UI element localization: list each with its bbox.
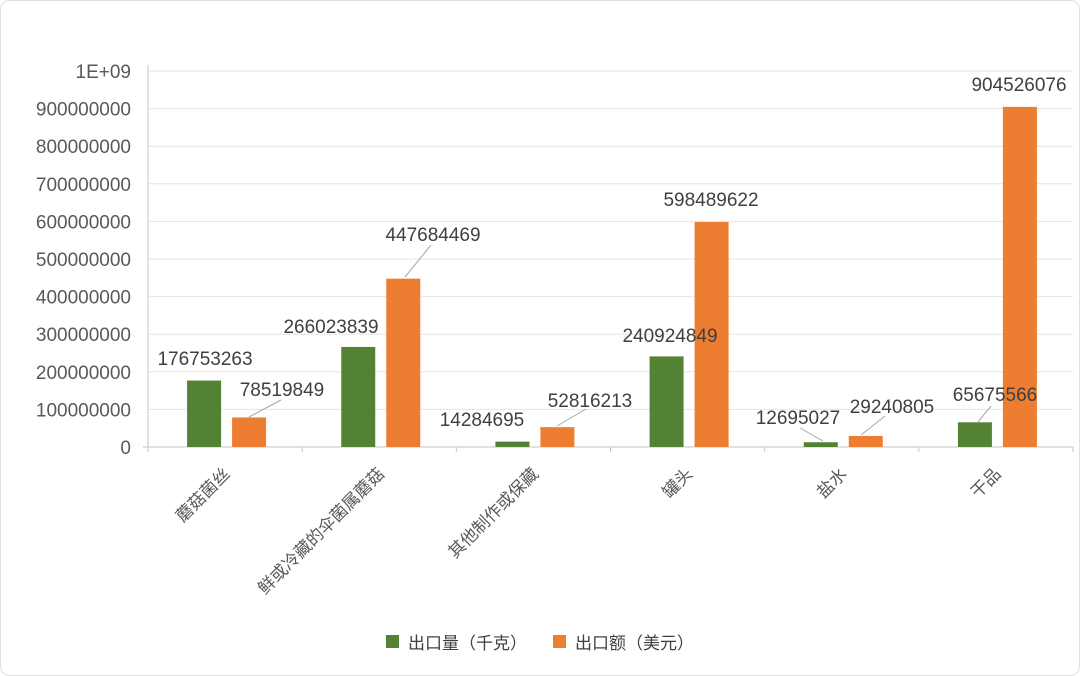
data-label: 65675566 bbox=[953, 385, 1038, 406]
leader-line bbox=[799, 427, 824, 442]
legend: 出口量（千克） 出口额（美元） bbox=[1, 629, 1079, 654]
y-tick-label: 800000000 bbox=[36, 137, 131, 158]
data-label: 904526076 bbox=[971, 75, 1066, 96]
data-label: 12695027 bbox=[756, 408, 841, 429]
y-tick-label: 600000000 bbox=[36, 212, 131, 233]
leader-line bbox=[404, 244, 432, 278]
bar-series1-cat1 bbox=[386, 278, 421, 447]
legend-item-export-value: 出口额（美元） bbox=[553, 629, 694, 654]
bar-series1-cat0 bbox=[232, 417, 267, 447]
bar-series0-cat4 bbox=[803, 442, 838, 447]
data-label: 447684469 bbox=[385, 225, 480, 246]
legend-item-export-quantity: 出口量（千克） bbox=[386, 629, 527, 654]
bar-series0-cat2 bbox=[495, 441, 530, 447]
legend-label-value: 出口额（美元） bbox=[575, 634, 694, 653]
bar-series1-cat5 bbox=[1002, 106, 1037, 447]
data-label: 78519849 bbox=[240, 380, 325, 401]
bar-series0-cat3 bbox=[649, 356, 684, 447]
data-label: 240924849 bbox=[622, 326, 717, 347]
bar-series1-cat3 bbox=[694, 221, 729, 447]
data-label: 14284695 bbox=[440, 410, 525, 431]
category-label: 蘑菇菌丝 bbox=[172, 464, 234, 526]
bar-series1-cat4 bbox=[848, 436, 883, 447]
data-label: 176753263 bbox=[157, 349, 252, 370]
y-tick-label: 900000000 bbox=[36, 100, 131, 121]
data-label: 29240805 bbox=[850, 397, 935, 418]
y-tick-label: 100000000 bbox=[36, 400, 131, 421]
leader-line bbox=[860, 415, 886, 436]
category-label: 其他制作或保藏 bbox=[445, 464, 543, 562]
data-label: 598489622 bbox=[663, 190, 758, 211]
y-tick-label: 200000000 bbox=[36, 363, 131, 384]
y-tick-label: 700000000 bbox=[36, 175, 131, 196]
category-label: 盐水 bbox=[813, 464, 850, 501]
leader-line bbox=[248, 399, 282, 418]
y-tick-label: 300000000 bbox=[36, 325, 131, 346]
bar-series0-cat1 bbox=[341, 346, 376, 447]
leader-line bbox=[556, 408, 587, 427]
y-tick-label: 500000000 bbox=[36, 250, 131, 271]
bar-series1-cat2 bbox=[540, 427, 575, 447]
leader-line bbox=[977, 405, 992, 423]
legend-swatch-quantity-icon bbox=[386, 635, 399, 648]
bar-series0-cat5 bbox=[957, 422, 992, 447]
category-label: 鲜或冷藏的伞菌属蘑菇 bbox=[254, 464, 388, 598]
category-label: 干品 bbox=[967, 464, 1004, 501]
y-tick-label: 400000000 bbox=[36, 288, 131, 309]
bar-series0-cat0 bbox=[187, 380, 222, 447]
y-tick-label: 0 bbox=[120, 438, 131, 459]
category-label: 罐头 bbox=[659, 464, 696, 501]
y-tick-label: 1E+09 bbox=[76, 62, 131, 83]
legend-label-quantity: 出口量（千克） bbox=[408, 634, 527, 653]
data-label: 52816213 bbox=[548, 391, 633, 412]
legend-swatch-value-icon bbox=[553, 635, 566, 648]
data-label: 266023839 bbox=[283, 317, 378, 338]
